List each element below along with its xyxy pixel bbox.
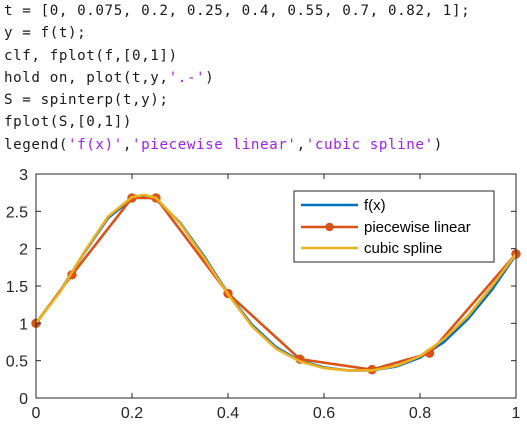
- y-tick-label: 1.5: [6, 279, 28, 296]
- x-tick-label: 0: [32, 405, 41, 422]
- code-line: hold on, plot(t,y,'.-'): [4, 67, 524, 89]
- ticks-layer: 0 0.2 0.4 0.6 0.8 1 0 0.5 1 1.5 2 2.5 3: [6, 167, 521, 422]
- y-tick-label: 3: [19, 167, 28, 184]
- code-text: ): [433, 136, 443, 153]
- code-text: ): [205, 69, 215, 86]
- code-string: '.-': [168, 69, 206, 86]
- series-line-2: [34, 193, 518, 372]
- code-string: 'cubic spline': [305, 136, 434, 153]
- x-tick-label: 0.8: [409, 405, 431, 422]
- code-text: y = f(t);: [4, 25, 87, 42]
- x-tick-label: 1: [512, 405, 521, 422]
- code-string: 'f(x)': [68, 136, 123, 153]
- x-tick-label: 0.6: [313, 405, 335, 422]
- code-text: S = spinterp(t,y);: [4, 92, 169, 109]
- code-text: t = [0, 0.075, 0.2, 0.25, 0.4, 0.55, 0.7…: [4, 3, 471, 19]
- legend-marker: [325, 222, 334, 232]
- code-text: clf, fplot(f,[0,1]): [4, 47, 178, 64]
- code-line: y = f(t);: [4, 22, 524, 44]
- code-text: ,: [296, 136, 306, 153]
- code-text: fplot(S,[0,1]): [4, 114, 132, 131]
- legend-label: f(x): [364, 197, 386, 214]
- code-line: fplot(S,[0,1]): [4, 111, 524, 133]
- x-tick-label: 0.2: [121, 405, 143, 422]
- y-tick-label: 0: [19, 391, 28, 408]
- y-tick-label: 0.5: [6, 354, 28, 371]
- code-line: clf, fplot(f,[0,1]): [4, 45, 524, 67]
- x-tick-label: 0.4: [217, 405, 239, 422]
- series-layer: [31, 193, 521, 375]
- code-line: legend('f(x)','piecewise linear','cubic …: [4, 134, 524, 156]
- code-text: ,: [122, 136, 133, 153]
- code-line: t = [0, 0.075, 0.2, 0.25, 0.4, 0.55, 0.7…: [4, 0, 524, 22]
- code-text: hold on, plot(t,y,: [4, 69, 169, 86]
- legend-label: cubic spline: [364, 240, 442, 257]
- code-string: 'piecewise linear': [132, 136, 297, 153]
- code-block: t = [0, 0.075, 0.2, 0.25, 0.4, 0.55, 0.7…: [4, 0, 524, 156]
- y-tick-label: 2.5: [6, 204, 28, 221]
- code-text: legend(: [4, 136, 68, 153]
- code-line: S = spinterp(t,y);: [4, 89, 524, 111]
- y-tick-label: 2: [19, 242, 28, 259]
- legend: f(x) piecewise linear cubic spline: [293, 190, 495, 263]
- legend-label: piecewise linear: [364, 219, 471, 236]
- y-tick-label: 1: [19, 316, 28, 333]
